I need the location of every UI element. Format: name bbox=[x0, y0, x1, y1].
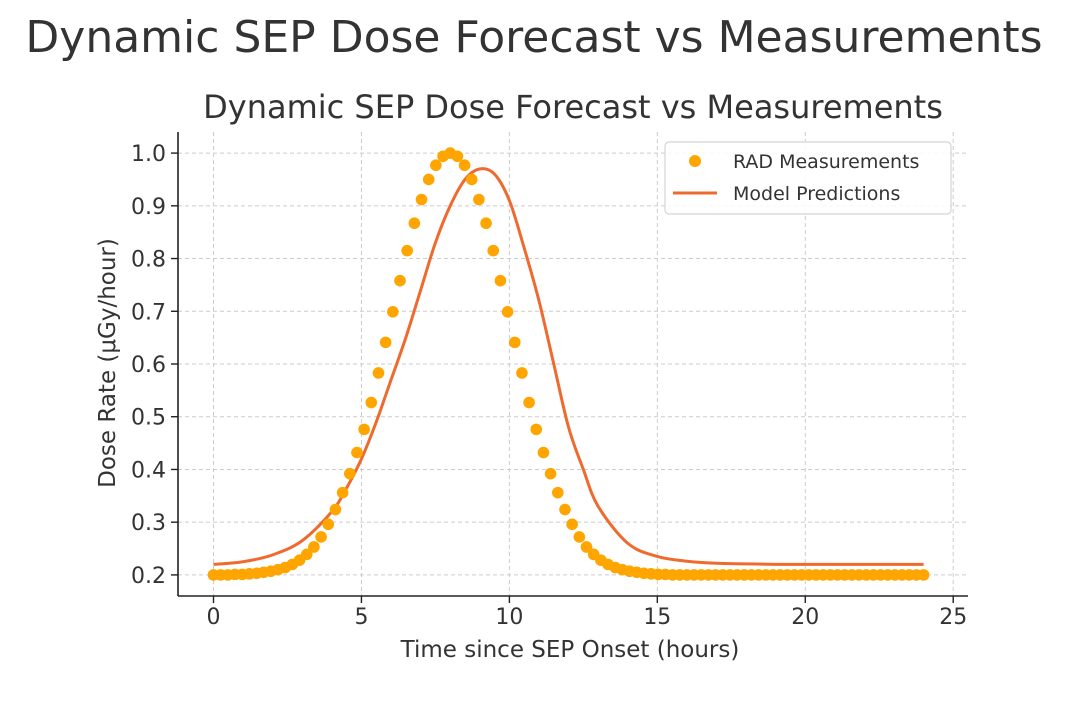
legend-marker-measurements bbox=[689, 155, 701, 167]
y-tick-label: 0.7 bbox=[131, 300, 166, 325]
page-title: Dynamic SEP Dose Forecast vs Measurement… bbox=[25, 12, 1043, 63]
legend-box bbox=[664, 141, 952, 215]
measurement-point bbox=[351, 446, 363, 459]
y-tick-label: 1.0 bbox=[131, 142, 166, 167]
y-tick-label: 0.3 bbox=[131, 511, 166, 536]
chart-title: Dynamic SEP Dose Forecast vs Measurement… bbox=[203, 88, 943, 126]
measurement-point bbox=[458, 159, 471, 172]
measurement-point bbox=[408, 217, 421, 230]
measurement-point bbox=[537, 446, 550, 459]
measurement-point bbox=[343, 467, 356, 480]
measurement-point bbox=[566, 518, 578, 531]
measurement-point bbox=[501, 306, 514, 318]
measurement-point bbox=[336, 486, 349, 499]
measurement-point bbox=[387, 306, 399, 318]
measurement-point bbox=[544, 467, 557, 480]
y-tick-label: 0.4 bbox=[131, 458, 166, 483]
legend-label-measurements: RAD Measurements bbox=[733, 151, 919, 173]
legend-label-model: Model Predictions bbox=[733, 183, 900, 205]
measurement-point bbox=[358, 423, 370, 436]
y-tick-label: 0.2 bbox=[131, 564, 166, 589]
measurement-point bbox=[917, 569, 930, 581]
x-tick-label: 10 bbox=[495, 605, 523, 630]
measurement-point bbox=[494, 274, 507, 287]
measurement-point bbox=[523, 396, 535, 409]
x-tick-label: 25 bbox=[939, 605, 967, 630]
measurement-point bbox=[422, 173, 435, 186]
y-tick-label: 0.9 bbox=[131, 195, 166, 220]
measurement-point bbox=[451, 150, 464, 163]
measurement-point bbox=[394, 274, 406, 287]
measurement-point bbox=[430, 159, 442, 172]
measurement-point bbox=[365, 396, 378, 409]
y-tick-label: 0.8 bbox=[131, 248, 166, 273]
axis-labels: 0 5 10 15 20 25 0.2 0.3 0.4 0.5 0.6 0.7 0.8 0.9 1.0 Dyn… bbox=[95, 88, 967, 663]
measurement-point bbox=[480, 217, 492, 230]
x-tick-label: 0 bbox=[207, 605, 221, 630]
measurement-point bbox=[487, 244, 500, 257]
measurement-point bbox=[508, 336, 521, 349]
legend: RAD Measurements Model Predictions bbox=[664, 141, 952, 215]
y-tick-label: 0.6 bbox=[131, 353, 166, 378]
measurement-point bbox=[401, 244, 413, 257]
measurement-point bbox=[415, 193, 428, 206]
measurement-point bbox=[372, 367, 385, 379]
measurement-point bbox=[530, 423, 543, 436]
y-tick-label: 0.5 bbox=[131, 406, 166, 431]
y-axis-label: Dose Rate (μGy/hour) bbox=[95, 238, 121, 488]
measurement-point bbox=[308, 541, 320, 553]
x-tick-label: 5 bbox=[354, 605, 368, 630]
measurement-point bbox=[300, 548, 313, 561]
measurement-point bbox=[322, 518, 335, 531]
x-tick-label: 20 bbox=[791, 605, 819, 630]
measurement-point bbox=[516, 367, 528, 379]
measurement-point bbox=[580, 541, 593, 553]
measurement-point bbox=[551, 486, 564, 499]
measurement-point bbox=[315, 531, 327, 543]
x-tick-label: 15 bbox=[643, 605, 671, 630]
rad-measurements-layer bbox=[207, 147, 930, 581]
measurement-point bbox=[573, 531, 586, 543]
measurement-point bbox=[379, 336, 392, 349]
axes bbox=[171, 132, 968, 603]
measurement-point bbox=[559, 503, 571, 516]
x-axis-label: Time since SEP Onset (hours) bbox=[400, 637, 740, 663]
measurement-point bbox=[473, 193, 485, 206]
measurement-point bbox=[465, 173, 478, 186]
measurement-point bbox=[329, 503, 342, 516]
